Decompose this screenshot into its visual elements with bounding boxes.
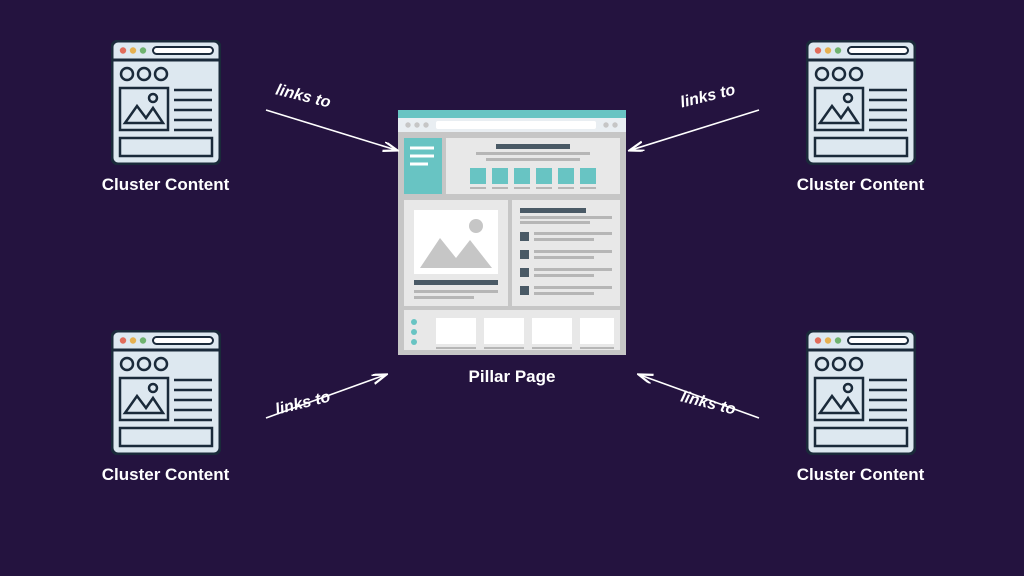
pillar-label: Pillar Page [398,367,626,387]
cluster-label: Cluster Content [88,465,243,485]
cluster-content-bottom-right: Cluster Content [783,330,938,485]
browser-window-icon [111,330,221,455]
cluster-label: Cluster Content [88,175,243,195]
pillar-page-icon [398,110,626,355]
browser-window-icon [111,40,221,165]
link-label-top-left: links to [274,81,333,112]
browser-window-icon [806,330,916,455]
browser-window-icon [806,40,916,165]
diagram-canvas: Cluster Content [0,0,1024,576]
cluster-content-top-right: Cluster Content [783,40,938,195]
cluster-content-top-left: Cluster Content [88,40,243,195]
cluster-label: Cluster Content [783,465,938,485]
cluster-content-bottom-left: Cluster Content [88,330,243,485]
link-label-bottom-left: links to [274,388,333,419]
pillar-page: Pillar Page [398,110,626,387]
link-label-top-right: links to [679,81,738,112]
cluster-label: Cluster Content [783,175,938,195]
link-label-bottom-right: links to [679,388,738,419]
